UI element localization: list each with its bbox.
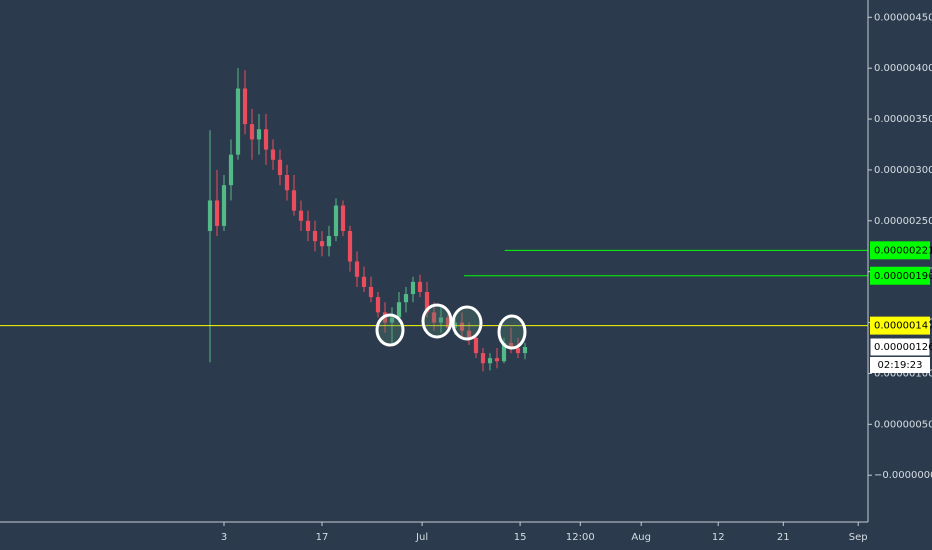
circle-annotation bbox=[421, 303, 453, 339]
x-tick-label: 15 bbox=[514, 532, 527, 543]
circle-annotation bbox=[497, 314, 527, 350]
y-tick-label: 0.00000100 bbox=[874, 368, 932, 379]
countdown-box bbox=[870, 356, 930, 373]
candle-body bbox=[312, 230, 318, 242]
x-tick-label: 12:00 bbox=[566, 532, 595, 543]
candle-body bbox=[256, 129, 262, 140]
candle-body bbox=[438, 317, 444, 323]
level-label: 0.00000196 bbox=[874, 271, 932, 282]
candle-body bbox=[375, 297, 381, 313]
candle-body bbox=[522, 346, 528, 354]
last-price-box bbox=[869, 337, 931, 357]
annotations bbox=[375, 303, 527, 350]
last-price-label: 0.00000126 bbox=[874, 342, 932, 353]
candle-body bbox=[326, 236, 332, 247]
level-label: 0.00000147 bbox=[874, 321, 932, 332]
countdown-label: 02:19:23 bbox=[878, 360, 923, 371]
candle-body bbox=[284, 175, 290, 191]
candle-body bbox=[340, 205, 346, 231]
y-tick-label: 0.00000350 bbox=[874, 114, 932, 125]
candle-body bbox=[403, 294, 409, 303]
x-tick-label: 17 bbox=[316, 532, 329, 543]
candle-body bbox=[501, 342, 507, 362]
candle-body bbox=[410, 281, 416, 295]
level-label: 0.00000221 bbox=[874, 245, 932, 256]
candle-body bbox=[494, 358, 500, 362]
candle-body bbox=[298, 210, 304, 221]
candle-body bbox=[424, 292, 430, 313]
candle-body bbox=[221, 185, 227, 226]
candle-body bbox=[452, 322, 458, 328]
candle-body bbox=[480, 353, 486, 364]
candle-body bbox=[459, 322, 465, 331]
candle-body bbox=[389, 317, 395, 323]
level-label-box bbox=[870, 266, 930, 285]
candle-body bbox=[207, 200, 213, 231]
candle-body bbox=[333, 205, 339, 237]
x-tick-label: 21 bbox=[777, 532, 790, 543]
x-tick-label: Aug bbox=[631, 532, 651, 543]
axis-labels: 0.00000450 0.00000400 0.00000350 0.00000300… bbox=[221, 12, 932, 543]
candle-body bbox=[354, 261, 360, 277]
circle-annotation bbox=[375, 313, 405, 347]
circle-annotation bbox=[451, 305, 483, 341]
x-tick-label: Jul bbox=[415, 532, 428, 543]
candle-body bbox=[347, 230, 353, 262]
y-tick-label: −0.00000000 bbox=[874, 470, 932, 481]
candle-body bbox=[228, 154, 234, 186]
candle-body bbox=[417, 281, 423, 293]
candle-body bbox=[473, 337, 479, 354]
candle-body bbox=[508, 342, 514, 348]
y-tick-label: 0.00000050 bbox=[874, 419, 932, 430]
candle-body bbox=[431, 312, 437, 323]
level-label-box bbox=[870, 316, 930, 335]
candle-body bbox=[263, 129, 269, 150]
level-label-box bbox=[870, 241, 930, 260]
y-tick-label: 0.00000250 bbox=[874, 216, 932, 227]
candle-body bbox=[214, 200, 220, 226]
y-tick-label: 0.00000300 bbox=[874, 165, 932, 176]
candle-body bbox=[305, 220, 311, 231]
candle-body bbox=[466, 330, 472, 338]
x-tick-label: 12 bbox=[712, 532, 725, 543]
candle-body bbox=[249, 124, 255, 140]
x-tick-label: 3 bbox=[221, 532, 227, 543]
plot-area bbox=[0, 68, 868, 372]
y-tick-label: 0.00000400 bbox=[874, 63, 932, 74]
candle-body bbox=[235, 88, 241, 155]
candle-body bbox=[487, 358, 493, 364]
candle-body bbox=[515, 348, 521, 354]
y-tick-label: 0.00000450 bbox=[874, 12, 932, 23]
candle-body bbox=[396, 302, 402, 318]
candle-body bbox=[319, 241, 325, 247]
candle-body bbox=[368, 286, 374, 298]
candle-body bbox=[361, 276, 367, 287]
x-tick-label: Sep bbox=[849, 532, 868, 543]
candle-body bbox=[277, 159, 283, 176]
candle-body bbox=[291, 190, 297, 211]
candle-body bbox=[242, 88, 248, 125]
candle-body bbox=[445, 317, 451, 328]
candle-body bbox=[270, 149, 276, 160]
